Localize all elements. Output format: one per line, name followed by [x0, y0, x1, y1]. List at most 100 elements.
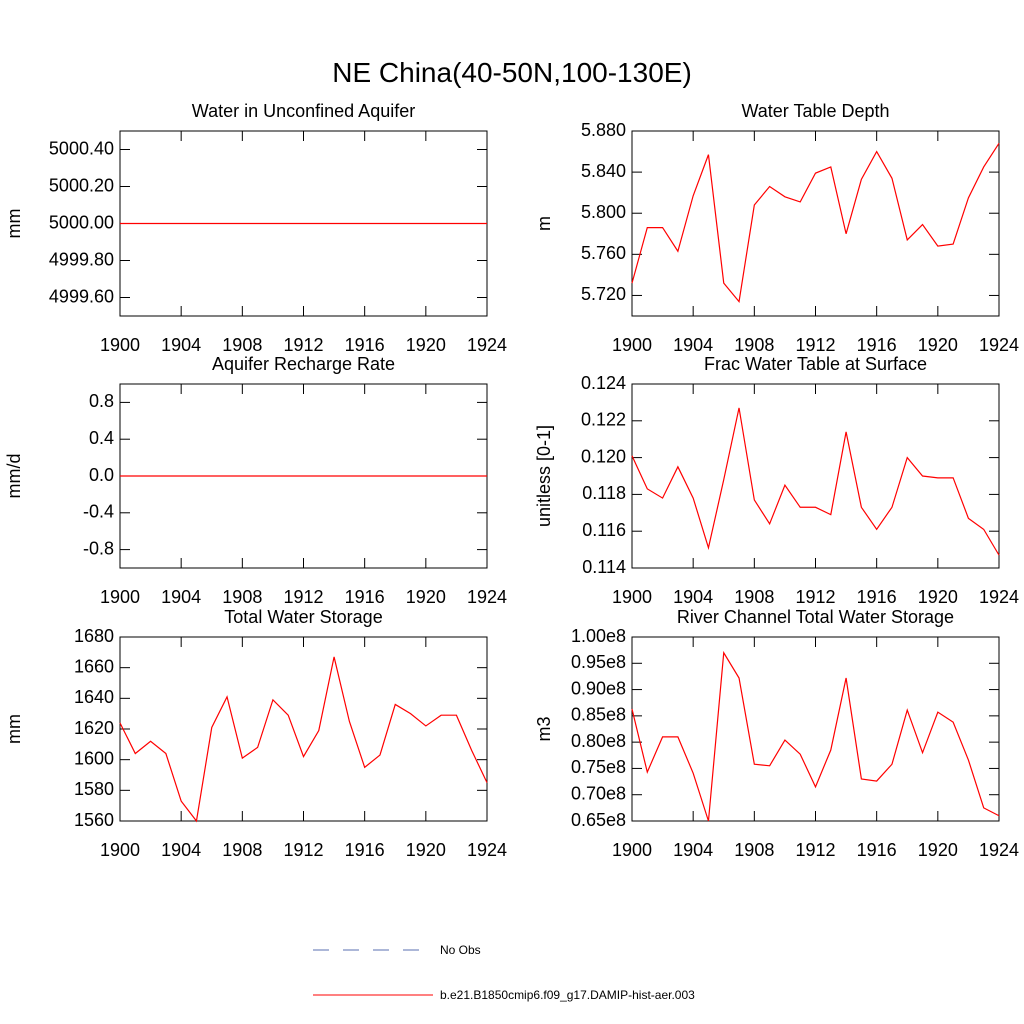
x-tick-label: 1924 — [467, 335, 507, 355]
y-axis-label: m — [534, 216, 554, 231]
panel: River Channel Total Water Storage m3 0.65e… — [534, 607, 1019, 860]
x-tick-label: 1920 — [406, 335, 446, 355]
y-axis-label: unitless [0-1] — [534, 425, 554, 527]
panel-title: River Channel Total Water Storage — [677, 607, 954, 627]
y-tick-label: 0.90e8 — [571, 678, 626, 698]
y-tick-label: 5.760 — [581, 243, 626, 263]
y-tick-label: 5000.20 — [49, 175, 114, 195]
y-tick-label: 5000.00 — [49, 212, 114, 232]
x-tick-label: 1912 — [283, 840, 323, 860]
y-tick-label: 0.114 — [582, 557, 626, 577]
x-tick-label: 1924 — [979, 587, 1019, 607]
y-tick-label: 5.840 — [581, 161, 626, 181]
x-tick-label: 1904 — [673, 587, 713, 607]
y-tick-label: 1620 — [74, 718, 114, 738]
x-tick-label: 1920 — [918, 840, 958, 860]
x-tick-label: 1920 — [918, 587, 958, 607]
x-tick-label: 1924 — [979, 840, 1019, 860]
y-axis-label: mm/d — [4, 454, 24, 499]
x-tick-label: 1900 — [100, 587, 140, 607]
panel: Water in Unconfined Aquifer mm 4999.60 4999… — [4, 101, 507, 355]
y-tick-label: 0.85e8 — [571, 705, 626, 725]
y-tick-label: 1680 — [74, 626, 114, 646]
y-tick-label: 0.122 — [581, 410, 626, 430]
x-tick-label: 1908 — [222, 840, 262, 860]
y-axis-label: mm — [4, 714, 24, 744]
x-tick-label: 1904 — [673, 335, 713, 355]
y-tick-label: 0.118 — [582, 483, 626, 503]
x-tick-label: 1904 — [161, 335, 201, 355]
panel: Total Water Storage mm 1560 1580 1600 1620 164… — [4, 607, 507, 860]
x-tick-label: 1920 — [406, 840, 446, 860]
y-tick-label: 0.8 — [89, 391, 114, 411]
panel: Water Table Depth m 5.720 5.760 5.800 5.840 5.… — [534, 101, 1019, 355]
y-tick-label: 0.124 — [581, 373, 626, 393]
x-tick-label: 1912 — [283, 587, 323, 607]
x-tick-label: 1908 — [734, 335, 774, 355]
y-tick-label: 0.4 — [89, 428, 114, 448]
y-tick-label: 4999.80 — [49, 249, 114, 269]
x-tick-label: 1924 — [467, 587, 507, 607]
x-tick-label: 1920 — [918, 335, 958, 355]
panel-title: Water Table Depth — [741, 101, 889, 121]
x-tick-label: 1908 — [734, 587, 774, 607]
y-tick-label: 1600 — [74, 748, 114, 768]
y-tick-label: 5.880 — [581, 120, 626, 140]
x-tick-label: 1912 — [795, 587, 835, 607]
y-tick-label: 0.116 — [582, 520, 626, 540]
x-tick-label: 1900 — [612, 587, 652, 607]
x-tick-label: 1920 — [406, 587, 446, 607]
panel-title: Water in Unconfined Aquifer — [192, 101, 415, 121]
x-tick-label: 1900 — [612, 335, 652, 355]
x-tick-label: 1900 — [100, 840, 140, 860]
x-tick-label: 1900 — [100, 335, 140, 355]
y-tick-label: 0.80e8 — [571, 731, 626, 751]
x-tick-label: 1916 — [345, 335, 385, 355]
y-tick-label: 5.800 — [581, 202, 626, 222]
y-tick-label: -0.8 — [83, 538, 114, 558]
x-tick-label: 1912 — [283, 335, 323, 355]
panel: Aquifer Recharge Rate mm/d -0.8 -0.4 0.0 0.4 0… — [4, 354, 507, 607]
y-tick-label: 0.120 — [581, 446, 626, 466]
x-tick-label: 1904 — [161, 840, 201, 860]
x-tick-label: 1916 — [345, 587, 385, 607]
y-tick-label: 0.95e8 — [571, 652, 626, 672]
x-tick-label: 1916 — [857, 840, 897, 860]
x-tick-label: 1916 — [345, 840, 385, 860]
legend-label: No Obs — [440, 943, 481, 957]
y-tick-label: 0.75e8 — [571, 757, 626, 777]
x-tick-label: 1916 — [857, 587, 897, 607]
x-tick-label: 1908 — [222, 587, 262, 607]
y-tick-label: 5000.40 — [49, 138, 114, 158]
data-line — [631, 407, 1000, 556]
x-tick-label: 1908 — [734, 840, 774, 860]
y-tick-label: -0.4 — [83, 502, 114, 522]
x-tick-label: 1916 — [857, 335, 897, 355]
data-line — [631, 143, 1000, 304]
y-tick-label: 1.00e8 — [571, 626, 626, 646]
x-tick-label: 1900 — [612, 840, 652, 860]
data-line — [119, 656, 488, 823]
legend-label: b.e21.B1850cmip6.f09_g17.DAMIP-hist-aer.… — [440, 988, 695, 1002]
y-tick-label: 0.65e8 — [571, 810, 626, 830]
legend: No Obs b.e21.B1850cmip6.f09_g17.DAMIP-his… — [313, 943, 695, 1002]
data-line — [631, 650, 1000, 822]
y-tick-label: 1660 — [74, 656, 114, 676]
y-axis-label: mm — [4, 209, 24, 239]
y-tick-label: 4999.60 — [49, 286, 114, 306]
y-tick-label: 5.720 — [581, 284, 626, 304]
y-tick-label: 1640 — [74, 687, 114, 707]
figure-title: NE China(40-50N,100-130E) — [332, 57, 692, 88]
x-tick-label: 1904 — [161, 587, 201, 607]
panel: Frac Water Table at Surface unitless [0-1… — [534, 354, 1019, 607]
x-tick-label: 1924 — [979, 335, 1019, 355]
x-tick-label: 1912 — [795, 840, 835, 860]
x-tick-label: 1908 — [222, 335, 262, 355]
y-tick-label: 1580 — [74, 779, 114, 799]
panel-title: Aquifer Recharge Rate — [212, 354, 395, 374]
x-tick-label: 1912 — [795, 335, 835, 355]
x-tick-label: 1924 — [467, 840, 507, 860]
panel-title: Frac Water Table at Surface — [704, 354, 927, 374]
